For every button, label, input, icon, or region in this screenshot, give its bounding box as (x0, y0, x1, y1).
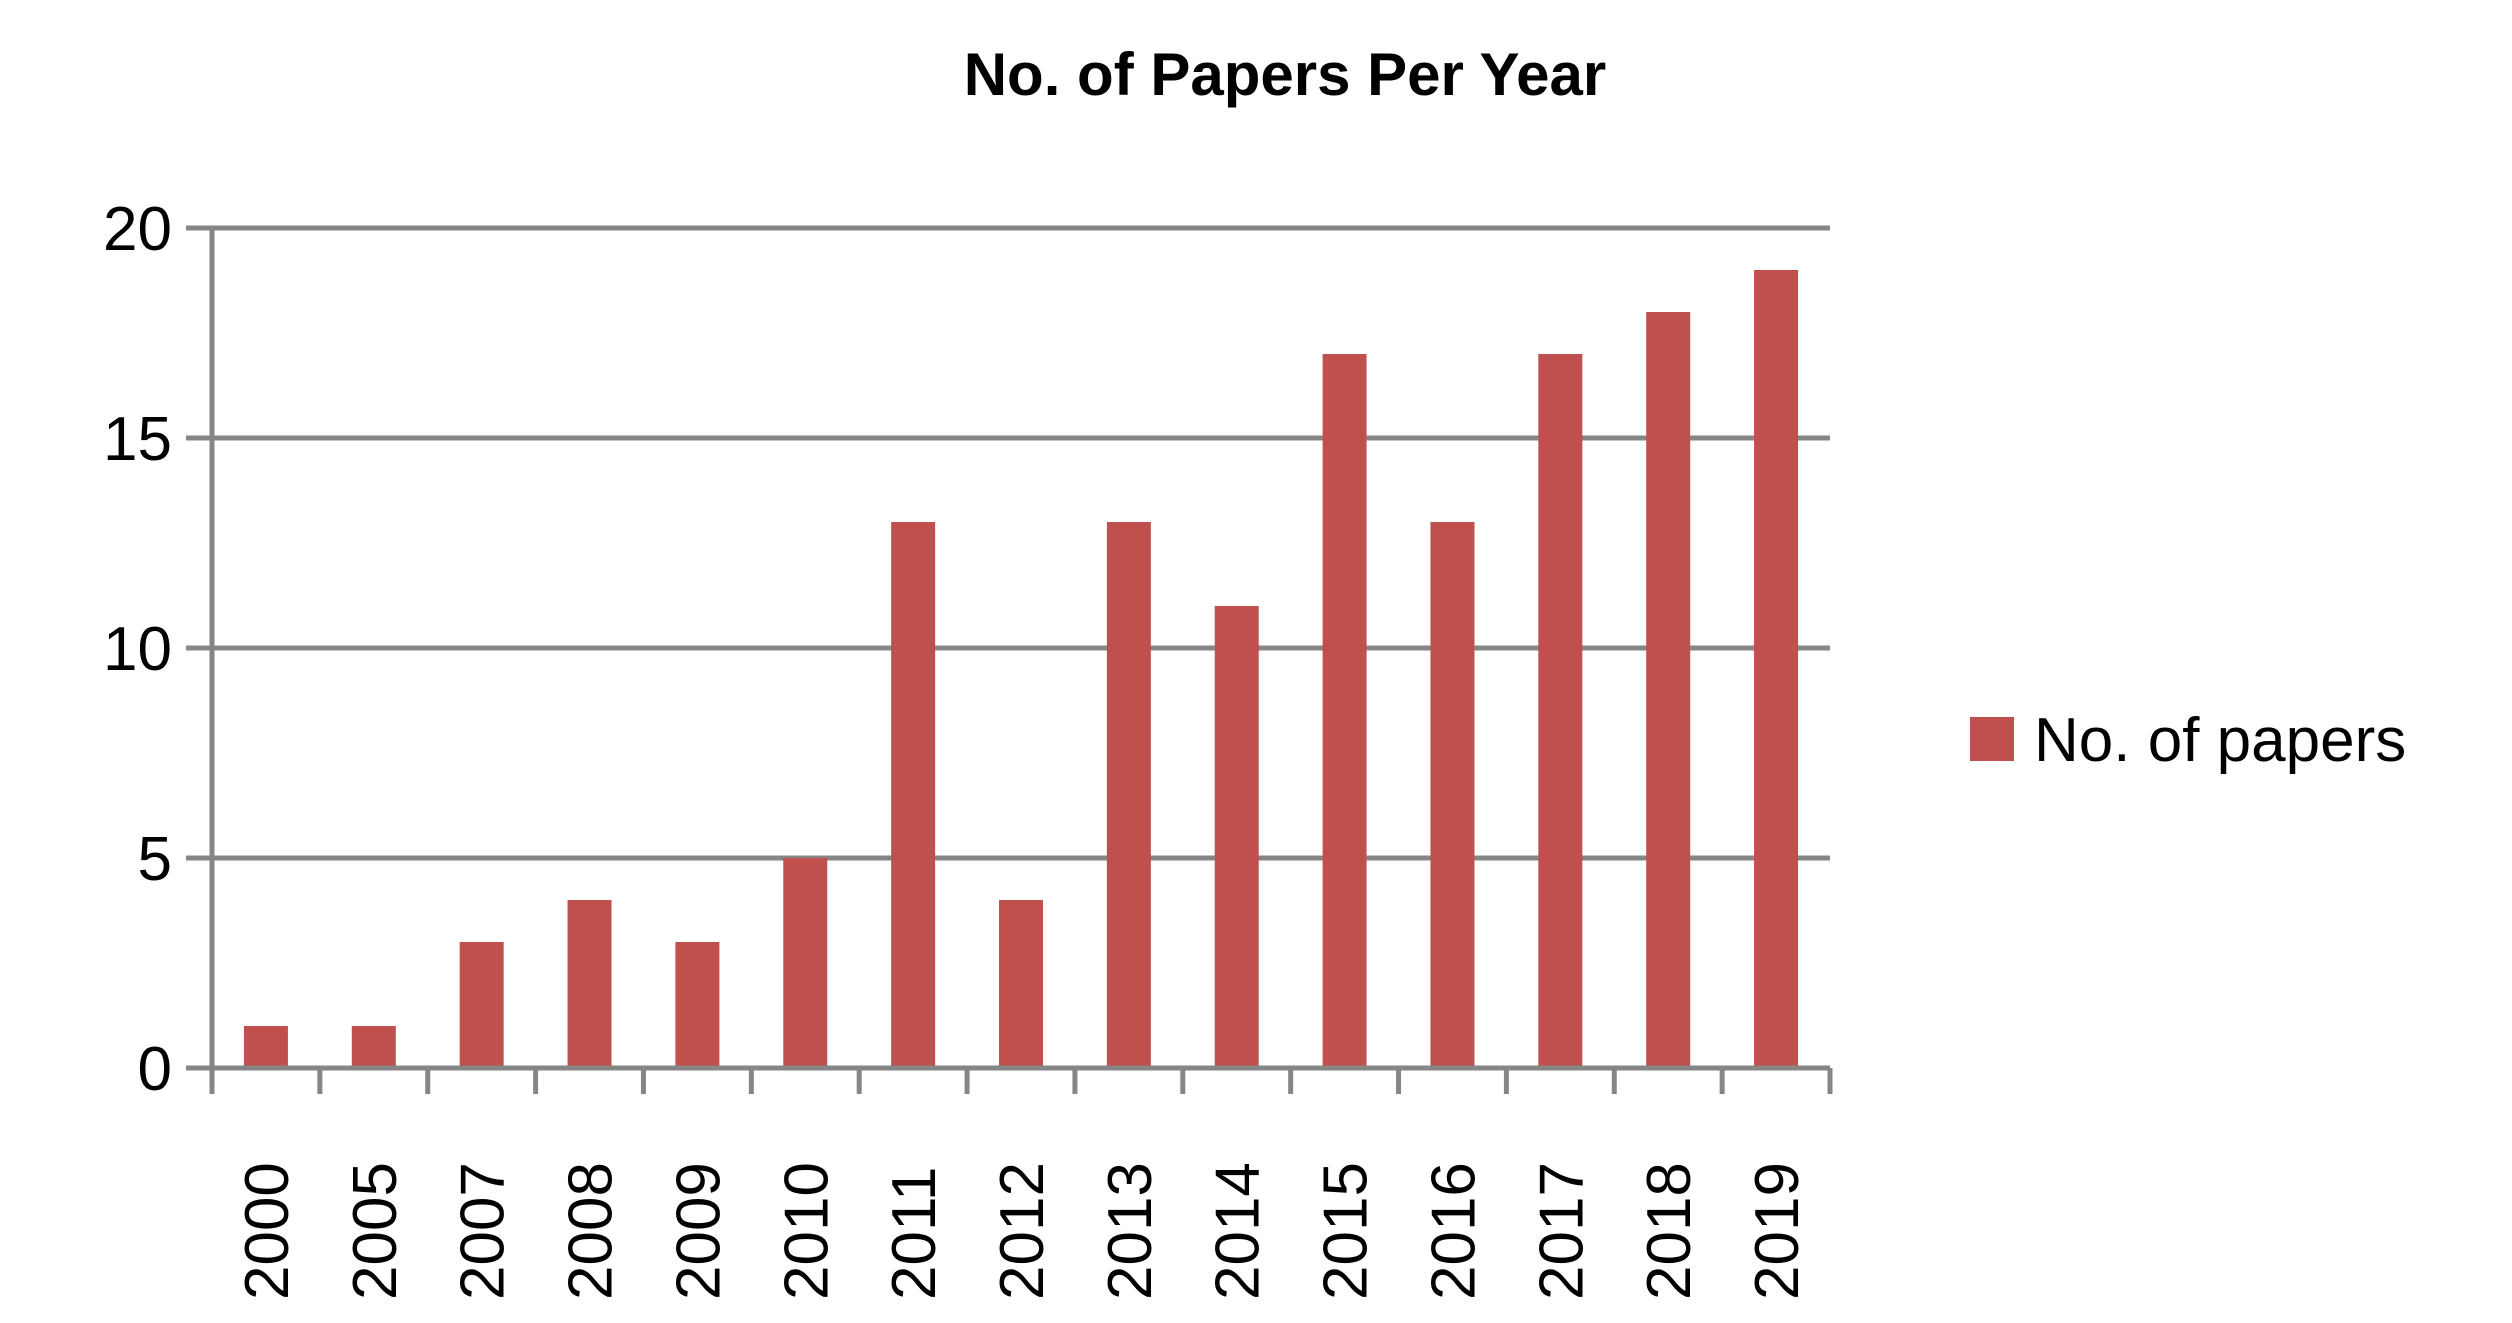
bar-2018 (1646, 312, 1691, 1068)
bar-2007 (459, 942, 504, 1068)
bars (243, 270, 1799, 1068)
x-tick-label: 2011 (880, 1167, 949, 1300)
bar-2016 (1430, 522, 1475, 1068)
y-tick-label: 0 (138, 1035, 172, 1104)
x-tick-label: 2008 (557, 1162, 626, 1300)
x-tick-labels: 2000 2005 2007 2008 2009 2010 2011 2012 2013 2014… (233, 1162, 1812, 1300)
bar-2019 (1754, 270, 1799, 1068)
bar-2008 (567, 900, 612, 1068)
bar-2009 (675, 942, 720, 1068)
bar-2010 (783, 858, 828, 1068)
x-tick-label: 2012 (988, 1162, 1057, 1300)
y-tick-label: 15 (103, 405, 172, 474)
bar-2000 (243, 1026, 288, 1068)
chart-title: No. of Papers Per Year (964, 41, 1607, 108)
y-tick-labels: 0 5 10 15 20 (103, 195, 172, 1104)
gridlines (212, 225, 1830, 861)
bar-2014 (1214, 606, 1259, 1068)
x-tick-label: 2019 (1743, 1162, 1812, 1300)
y-tick-label: 5 (138, 825, 172, 894)
axes (186, 225, 1833, 1094)
y-tick-label: 10 (103, 615, 172, 684)
x-tick-label: 2013 (1096, 1162, 1165, 1300)
x-tick-label: 2017 (1527, 1162, 1596, 1300)
bar-2005 (351, 1026, 396, 1068)
x-tick-label: 2015 (1312, 1162, 1381, 1300)
x-tick-label: 2000 (233, 1162, 302, 1300)
legend-swatch (1970, 717, 2014, 761)
bar-2017 (1538, 354, 1583, 1068)
bar-2012 (999, 900, 1043, 1068)
x-tick-label: 2009 (664, 1162, 733, 1300)
x-tick-label: 2010 (772, 1162, 841, 1300)
x-tick-label: 2014 (1204, 1162, 1273, 1300)
bar-2013 (1106, 522, 1151, 1068)
x-tick-label: 2005 (341, 1162, 410, 1300)
y-tick-label: 20 (103, 195, 172, 264)
x-tick-label: 2018 (1635, 1162, 1704, 1300)
x-tick-label: 2007 (449, 1162, 518, 1300)
bar-2015 (1322, 354, 1367, 1068)
bar-2011 (891, 522, 936, 1068)
legend: No. of papers (1970, 706, 2406, 775)
legend-label: No. of papers (2034, 706, 2406, 775)
x-tick-label: 2016 (1419, 1162, 1488, 1300)
